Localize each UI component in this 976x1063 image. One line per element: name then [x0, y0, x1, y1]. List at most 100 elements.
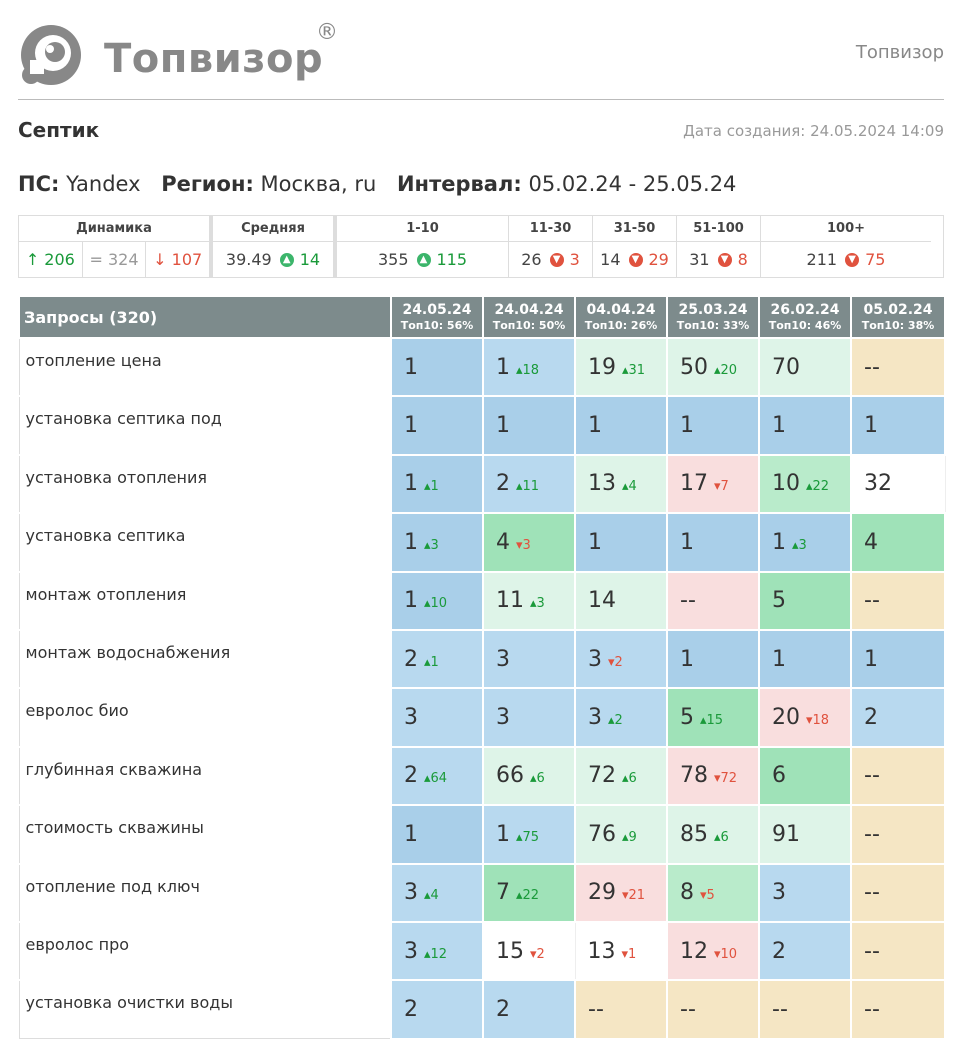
date-column-header[interactable]: 26.02.24 Топ10: 46% — [758, 295, 852, 339]
query-cell[interactable]: установка септика под — [18, 395, 392, 456]
position-value: 70 — [772, 354, 800, 380]
query-cell[interactable]: евролос про — [18, 920, 392, 981]
position-cell: 2 ▴64 — [390, 745, 484, 807]
query-cell[interactable]: монтаж водоснабжения — [18, 628, 392, 689]
registered-mark: ® — [316, 20, 338, 45]
position-cell: 11 ▴3 — [482, 570, 576, 631]
position-value: 50 — [680, 354, 708, 380]
position-value: 1 — [588, 529, 602, 555]
position-value: 3 — [772, 880, 786, 906]
position-change: ▾3 — [516, 538, 531, 553]
position-cell: 5 — [758, 570, 852, 631]
date-label: 05.02.24 — [863, 301, 933, 318]
position-cell: -- — [850, 804, 946, 865]
position-change: ▾7 — [714, 479, 729, 494]
triangle-up-icon: ▴ — [806, 479, 813, 495]
date-column-header[interactable]: 24.05.24 Топ10: 56% — [390, 295, 484, 339]
position-value: 72 — [588, 763, 616, 789]
change-value: 4 — [430, 888, 439, 904]
engine-value: Yandex — [66, 172, 141, 196]
position-cell: -- — [666, 570, 760, 631]
position-cell: -- — [850, 920, 946, 982]
query-cell[interactable]: отопление под ключ — [18, 862, 392, 923]
triangle-down-icon: ▾ — [621, 946, 629, 962]
position-value: 2 — [772, 938, 786, 964]
change-value: 15 — [706, 713, 724, 729]
triangle-up-icon: ▴ — [424, 479, 431, 495]
position-cell: -- — [666, 979, 760, 1040]
table-row: монтаж водоснабжения 2 ▴1 3 3 ▾2 1 1 1 — [18, 628, 946, 690]
date-column-header[interactable]: 04.04.24 Топ10: 26% — [574, 295, 668, 339]
position-value: -- — [864, 354, 880, 380]
triangle-up-icon: ▴ — [700, 713, 707, 729]
position-change: ▴3 — [530, 596, 545, 611]
change-value: 2 — [614, 713, 623, 729]
page-title: Септик — [18, 118, 100, 142]
table-row: евролос про 3 ▴12 15 ▾2 13 ▾1 12 ▾10 2 -- — [18, 920, 946, 982]
change-value: 12 — [430, 946, 448, 962]
position-cell: 91 — [758, 804, 852, 865]
query-cell[interactable]: евролос био — [18, 687, 392, 748]
position-cell: 1 — [666, 628, 760, 690]
summary-group-delta: 8 — [737, 250, 748, 269]
query-cell[interactable]: установка отопления — [18, 453, 392, 514]
change-value: 75 — [522, 829, 540, 845]
table-row: отопление под ключ 3 ▴4 7 ▴22 29 ▾21 8 ▾5 3 -- — [18, 862, 946, 923]
summary-average: Средняя 39.49 ▲ 14 — [213, 216, 337, 277]
change-value: 22 — [522, 888, 540, 904]
change-value: 7 — [720, 479, 729, 495]
position-value: 78 — [680, 763, 708, 789]
change-value: 6 — [536, 771, 545, 787]
query-cell[interactable]: установка септика — [18, 512, 392, 573]
position-value: -- — [864, 763, 880, 789]
position-cell: 1 — [850, 628, 946, 690]
query-cell[interactable]: стоимость скважины — [18, 804, 392, 865]
queries-column-header[interactable]: Запросы (320) — [18, 295, 392, 339]
position-cell: 1 ▴10 — [390, 570, 484, 631]
position-change: ▴75 — [516, 830, 539, 845]
position-cell: 1 ▴75 — [482, 804, 576, 865]
triangle-up-icon: ▴ — [792, 537, 799, 553]
position-cell: 8 ▾5 — [666, 862, 760, 923]
triangle-up-icon: ▴ — [622, 829, 629, 845]
position-cell: 1 — [390, 336, 484, 398]
position-value: -- — [864, 588, 880, 614]
query-cell[interactable]: установка очистки воды — [18, 979, 392, 1040]
position-cell: 2 — [482, 979, 576, 1040]
position-cell: 1 — [666, 512, 760, 573]
triangle-up-icon: ▴ — [714, 362, 721, 378]
position-cell: 2 — [850, 687, 946, 748]
date-column-header[interactable]: 05.02.24 Топ10: 38% — [850, 295, 946, 339]
engine-label: ПС: — [18, 172, 60, 196]
triangle-up-icon: ▴ — [530, 771, 537, 787]
arrow-down-circle-icon: ▼ — [628, 252, 643, 267]
change-value: 3 — [536, 596, 545, 612]
position-change: ▴11 — [516, 479, 539, 494]
interval-value: 05.02.24 - 25.05.24 — [528, 172, 737, 196]
date-column-header[interactable]: 25.03.24 Топ10: 33% — [666, 295, 760, 339]
position-value: 10 — [772, 471, 800, 497]
change-value: 6 — [628, 771, 637, 787]
average-delta: 14 — [299, 250, 321, 269]
query-cell[interactable]: монтаж отопления — [18, 570, 392, 631]
position-value: 1 — [404, 354, 418, 380]
position-value: 4 — [496, 529, 510, 555]
position-cell: 66 ▴6 — [482, 745, 576, 807]
position-cell: 20 ▾18 — [758, 687, 852, 748]
date-column-header[interactable]: 24.04.24 Топ10: 50% — [482, 295, 576, 339]
position-value: 3 — [404, 880, 418, 906]
summary-group-value: 26 — [521, 250, 542, 269]
date-label: 26.02.24 — [770, 301, 840, 318]
change-value: 1 — [628, 946, 637, 962]
triangle-down-icon: ▾ — [608, 654, 615, 670]
position-cell: 32 — [850, 454, 946, 514]
query-cell[interactable]: отопление цена — [18, 336, 392, 397]
triangle-up-icon: ▴ — [516, 479, 523, 495]
position-change: ▾2 — [608, 655, 623, 670]
arrow-down-circle-icon: ▼ — [845, 252, 860, 267]
position-change: ▴4 — [622, 479, 637, 494]
creation-date: Дата создания: 24.05.2024 14:09 — [683, 122, 944, 140]
position-value: 1 — [864, 413, 878, 439]
query-cell[interactable]: глубинная скважина — [18, 745, 392, 806]
table-row: установка септика 1 ▴3 4 ▾3 1 1 1 ▴3 4 — [18, 512, 946, 573]
